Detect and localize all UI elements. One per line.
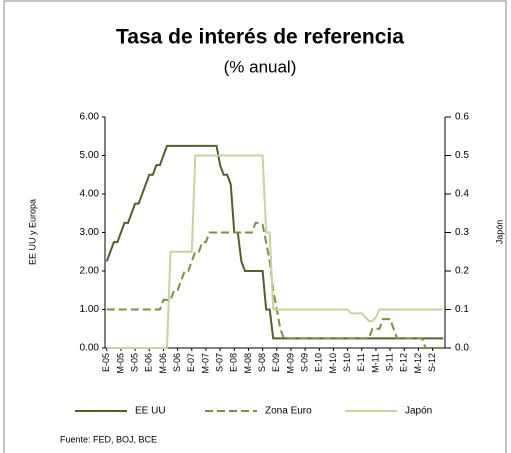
x-tick-label: M-12: [413, 353, 423, 374]
y2-axis-title: Japón: [494, 220, 504, 245]
y-tick-label: 5.00: [80, 150, 100, 161]
x-tick-label: E-07: [186, 353, 196, 372]
legend-label: Zona Euro: [265, 406, 312, 417]
y2-tick-label: 0.3: [455, 227, 469, 238]
x-tick-label: E-11: [356, 353, 366, 371]
x-tick-label: S-07: [214, 353, 224, 372]
x-tick-label: S-06: [172, 353, 182, 372]
x-tick-label: M-10: [328, 353, 338, 374]
y2-tick-label: 0.4: [455, 189, 469, 200]
y2-tick-label: 0.5: [455, 150, 469, 161]
x-tick-label: E-10: [314, 353, 324, 372]
x-tick-label: M-07: [200, 353, 210, 374]
x-tick-label: E-08: [229, 353, 239, 372]
y2-tick-label: 0.1: [455, 304, 469, 315]
x-tick-label: E-06: [144, 353, 154, 372]
x-tick-label: M-11: [370, 353, 380, 373]
chart-title: Tasa de interés de referencia: [116, 26, 404, 49]
legend-label: Japón: [405, 406, 432, 417]
line-series: [105, 144, 444, 340]
x-tick-label: S-08: [257, 353, 267, 372]
y-tick-label: 0.00: [80, 343, 100, 354]
x-tick-label: S-05: [129, 353, 139, 372]
y2-tick-label: 0.2: [455, 266, 469, 277]
legend-label: EE UU: [135, 406, 166, 417]
y2-tick-label: 0.6: [455, 112, 469, 123]
y-tick-label: 4.00: [80, 189, 100, 200]
y-axis-title: EE UU y Europa: [27, 199, 37, 265]
x-tick-label: S-10: [342, 353, 352, 372]
line-series: [106, 221, 444, 349]
y-tick-label: 6.00: [80, 112, 100, 123]
source-note: Fuente: FED, BOJ, BCE: [60, 434, 157, 444]
x-tick-label: M-09: [285, 353, 295, 374]
y2-tick-label: 0.0: [455, 343, 469, 354]
chart-subtitle: (% anual): [224, 57, 297, 76]
x-tick-label: E-12: [399, 353, 409, 372]
x-tick-label: S-12: [427, 353, 437, 372]
x-tick-label: S-09: [299, 353, 309, 372]
x-tick-label: M-06: [158, 353, 168, 374]
x-tick-label: E-05: [101, 353, 111, 372]
y-tick-label: 1.00: [80, 304, 100, 315]
line-series: [106, 154, 444, 349]
x-tick-label: E-09: [271, 353, 281, 372]
y-tick-label: 3.00: [80, 227, 100, 238]
x-tick-label: M-05: [115, 353, 125, 374]
x-tick-label: S-11: [384, 353, 394, 371]
x-tick-label: M-08: [243, 353, 253, 374]
y-tick-label: 2.00: [80, 266, 100, 277]
